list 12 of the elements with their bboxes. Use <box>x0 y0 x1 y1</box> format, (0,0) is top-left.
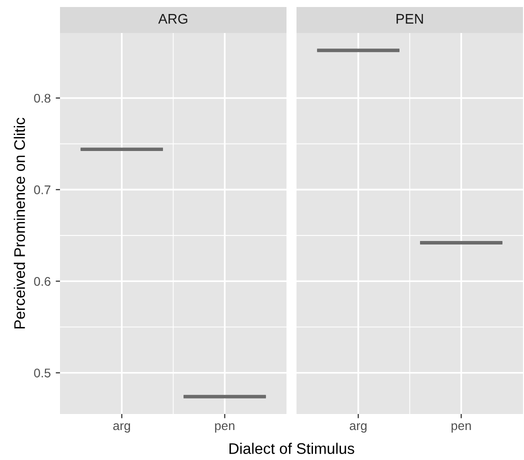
y-tick-label: 0.8 <box>34 94 50 103</box>
x-tick-label: arg <box>113 423 130 433</box>
y-axis-title: Perceived Prominence on Clitic <box>14 118 26 328</box>
x-axis-title: Dialect of Stimulus <box>230 442 354 454</box>
y-tick-label: 0.6 <box>34 277 50 286</box>
x-tick-label: arg <box>350 423 366 433</box>
chart-title: ARG <box>158 14 188 24</box>
y-tick-label: 0.7 <box>34 185 50 194</box>
y-tick-label: 0.5 <box>34 368 50 378</box>
chart-title: PEN <box>396 14 423 24</box>
x-tick-label: pen <box>215 423 234 433</box>
x-tick-label: pen <box>452 423 471 433</box>
